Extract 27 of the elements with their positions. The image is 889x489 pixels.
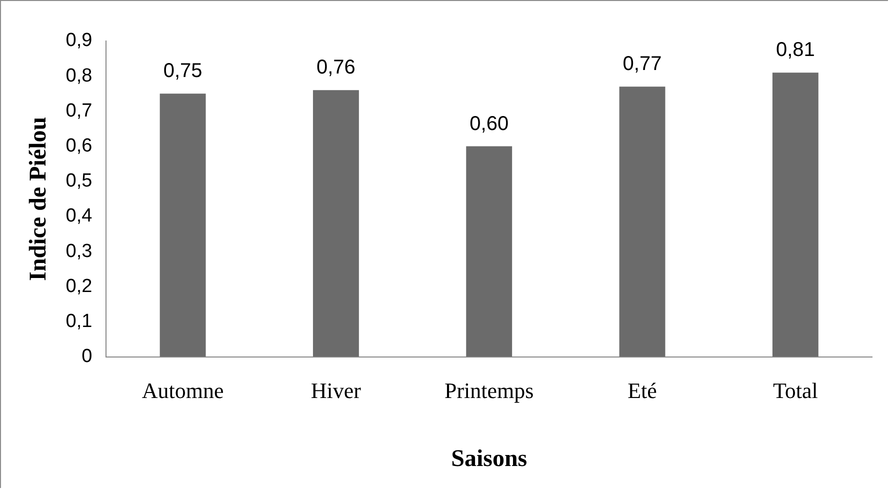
y-tick-label: 0,3 — [66, 240, 92, 262]
x-tick-label: Eté — [628, 378, 657, 403]
x-tick-label: Total — [772, 378, 818, 403]
data-label: 0,60 — [470, 112, 509, 135]
bar — [619, 86, 666, 357]
bar — [466, 146, 512, 357]
y-tick-label: 0,4 — [66, 206, 93, 227]
y-axis-title: Indice de Piélou — [26, 116, 52, 281]
x-tick-label: Automne — [142, 378, 224, 403]
data-label: 0,77 — [622, 53, 662, 76]
y-tick-label: 0,9 — [66, 30, 92, 52]
bar — [772, 72, 818, 357]
data-label: 0,75 — [163, 60, 202, 82]
y-tick-label: 0,5 — [66, 170, 92, 192]
data-label: 0,76 — [316, 56, 356, 79]
y-tick-label: 0,2 — [66, 276, 92, 297]
x-tick-label: Printemps — [444, 378, 534, 403]
y-tick-label: 0,7 — [66, 100, 92, 122]
y-tick-label: 0,8 — [66, 65, 92, 86]
y-tick-label: 0 — [82, 346, 92, 368]
x-tick-label: Hiver — [310, 378, 362, 403]
y-tick-label: 0,6 — [66, 136, 92, 156]
x-axis-title: Saisons — [451, 446, 528, 472]
data-label: 0,81 — [776, 39, 815, 62]
bar — [312, 90, 359, 357]
y-tick-label: 0,1 — [66, 310, 92, 332]
bar — [160, 94, 206, 357]
